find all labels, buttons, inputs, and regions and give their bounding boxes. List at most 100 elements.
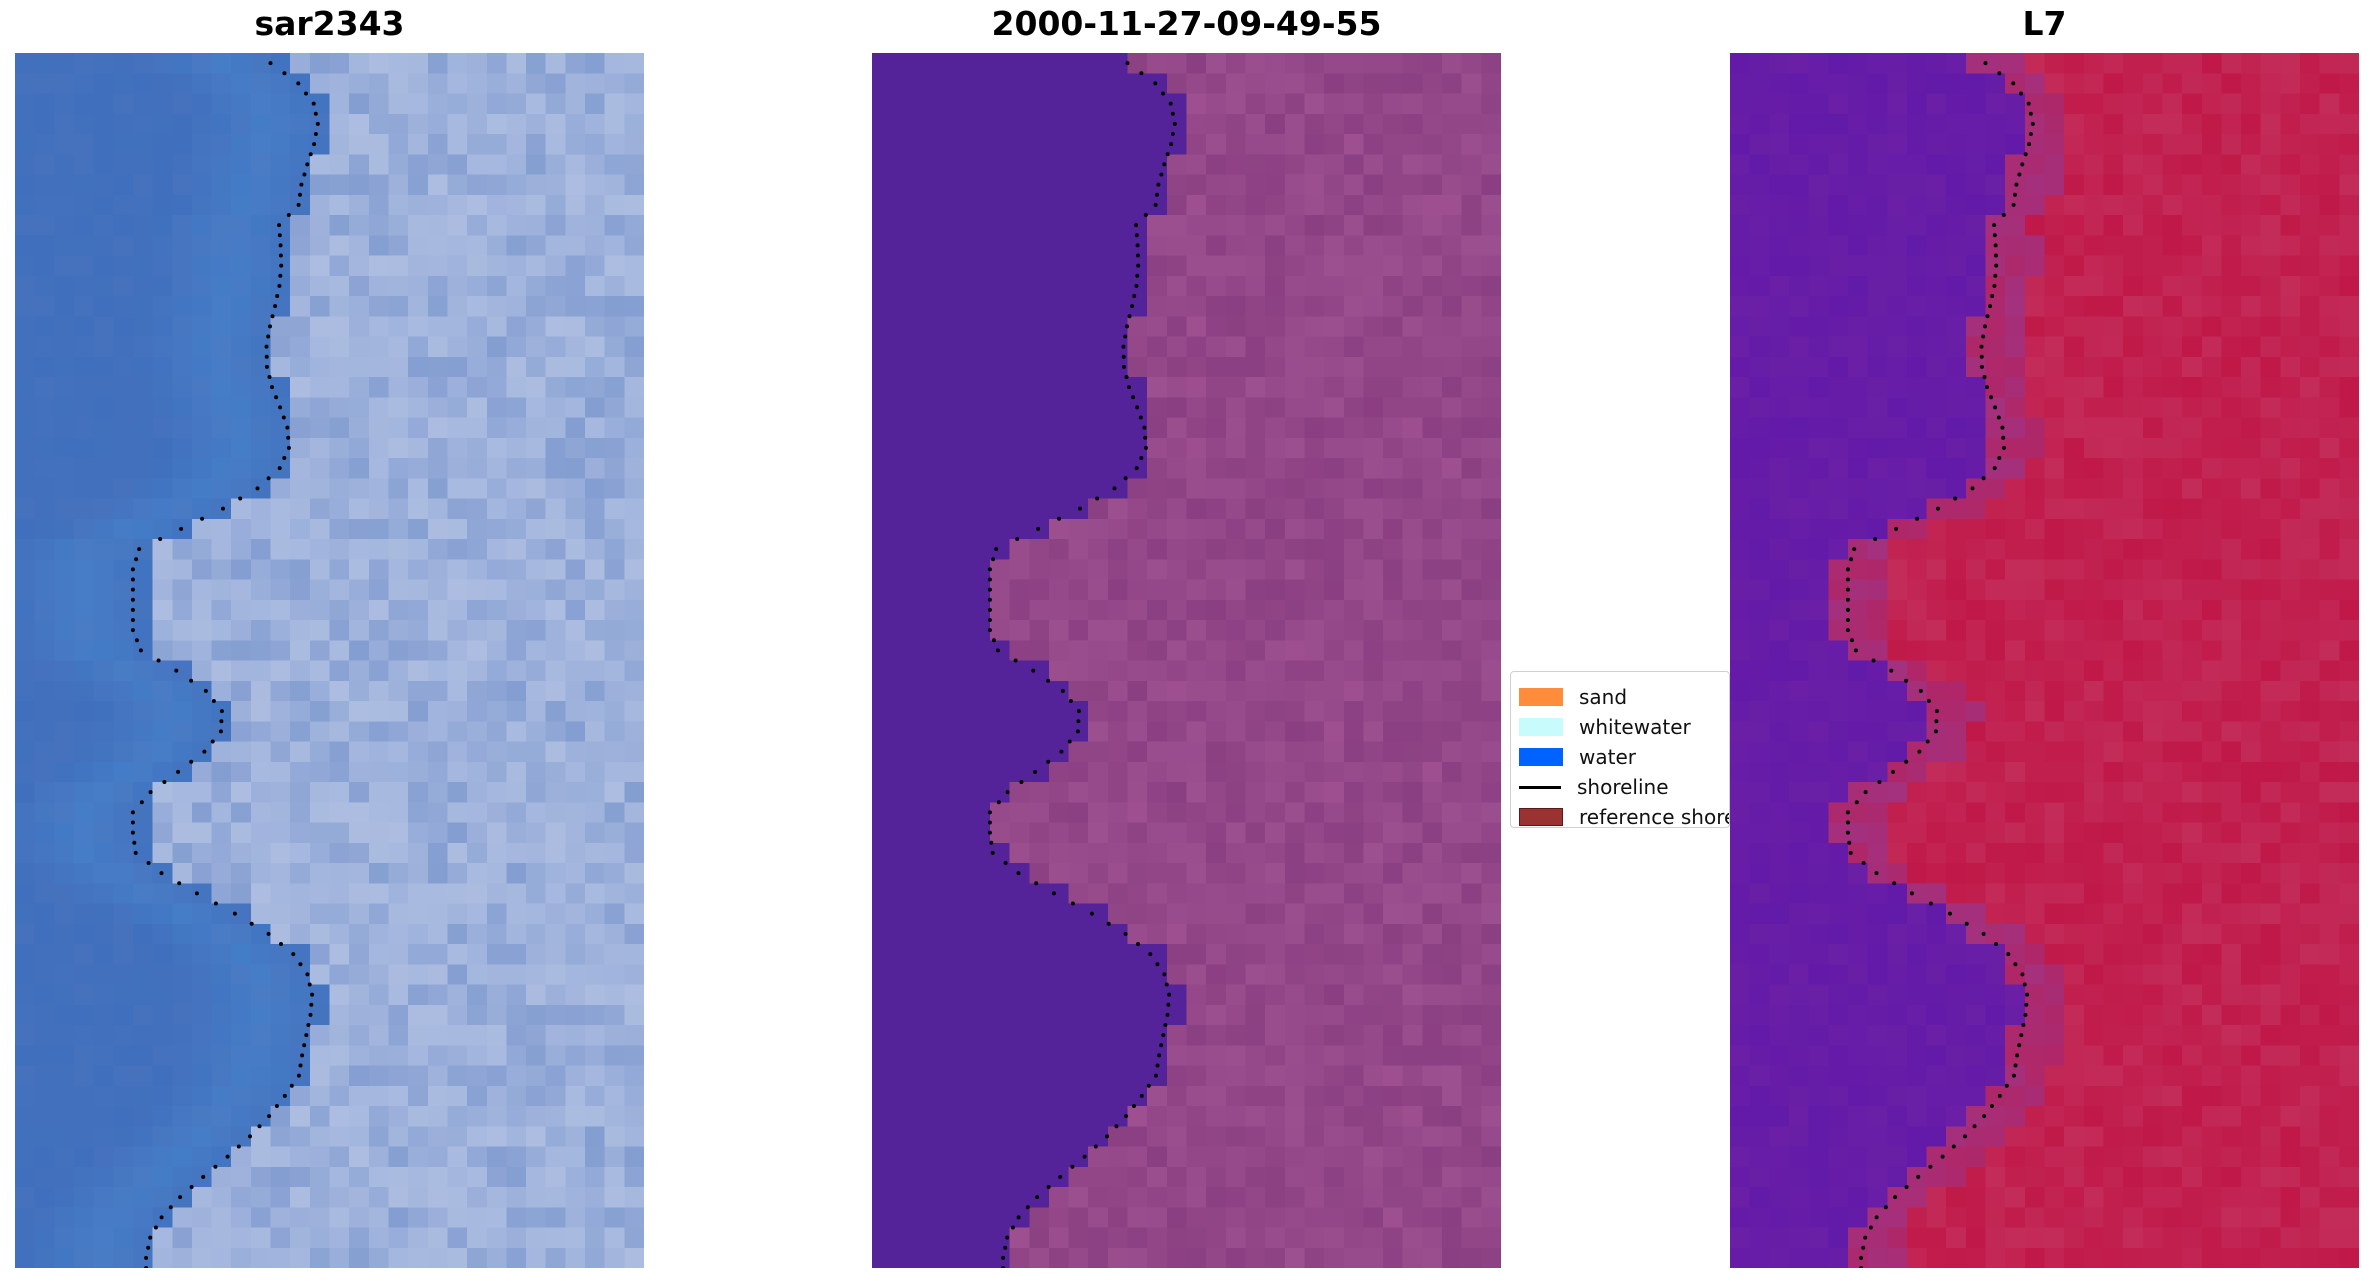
shoreline-point (268, 61, 273, 66)
shoreline-point (2027, 142, 2032, 147)
shoreline-point (1035, 1195, 1040, 1200)
shoreline-point (2017, 1043, 2022, 1048)
shoreline-point (1134, 233, 1139, 238)
shoreline-point (213, 1164, 218, 1169)
shoreline-point (130, 628, 135, 633)
shoreline-point (1134, 466, 1139, 471)
shoreline-point (1964, 921, 1969, 926)
shoreline-point (1845, 577, 1850, 582)
shoreline-point (139, 800, 144, 805)
shoreline-point (1972, 1124, 1977, 1129)
shoreline-point (267, 1114, 272, 1119)
shoreline-point (281, 415, 286, 420)
shoreline-point (1904, 759, 1909, 764)
shoreline-point (300, 1053, 305, 1058)
shoreline-point (1051, 891, 1056, 896)
shoreline-point (2023, 1012, 2028, 1017)
shoreline-point (274, 1104, 279, 1108)
shoreline-point (264, 364, 269, 369)
shoreline-point (219, 709, 224, 714)
shoreline-point (2013, 192, 2017, 197)
shoreline-point (291, 952, 296, 957)
shoreline-point (995, 648, 1000, 653)
shoreline-point (130, 577, 135, 582)
shoreline-point (1994, 263, 1999, 268)
shoreline-point (156, 658, 161, 663)
shoreline-point (2022, 982, 2027, 987)
shoreline-point (264, 354, 269, 359)
shoreline-point (277, 233, 282, 238)
shoreline-point (1874, 871, 1879, 876)
shoreline-point (299, 182, 304, 187)
legend-item-shoreline: shoreline (1519, 774, 1729, 800)
shoreline-point (1947, 911, 1952, 916)
shoreline-point (130, 618, 135, 622)
shoreline-point (1847, 840, 1852, 845)
shoreline-point (2025, 992, 2030, 997)
shoreline-point (1121, 344, 1126, 349)
shoreline-point (257, 1124, 262, 1129)
shoreline-point (305, 162, 310, 167)
shoreline-point (305, 972, 310, 977)
shoreline-point (132, 840, 137, 845)
shoreline-point (1159, 1043, 1164, 1048)
shoreline-point (2013, 962, 2018, 967)
shoreline-point (2021, 1023, 2026, 1027)
shoreline-point (1849, 557, 1854, 562)
shoreline-point (1142, 425, 1147, 430)
shoreline-point (1951, 1144, 1956, 1149)
shoreline-point (1928, 1164, 1933, 1169)
shoreline-point (1135, 405, 1140, 410)
shoreline-point (2015, 1053, 2020, 1058)
shoreline-point (232, 911, 237, 916)
shoreline-point (279, 263, 284, 268)
shoreline-point (1874, 1215, 1879, 1220)
shoreline-point (2020, 972, 2025, 977)
shoreline-point (2017, 172, 2022, 177)
shoreline-point (1156, 182, 1161, 187)
shoreline-point (225, 1154, 230, 1159)
legend-item-reference-shoreline: reference shoreline (1519, 804, 1729, 828)
shoreline-point (308, 1012, 313, 1017)
shoreline-overlay (130, 61, 320, 1268)
shoreline-point (1992, 466, 1997, 471)
water-swatch (1519, 748, 1563, 766)
shoreline-point (1992, 233, 1997, 238)
shoreline-point (210, 739, 215, 744)
shoreline-point (1130, 304, 1135, 309)
shoreline-point (311, 101, 316, 106)
shoreline-point (144, 1266, 149, 1268)
shoreline-point (1871, 658, 1876, 663)
legend-label: sand (1579, 685, 1628, 709)
shoreline-point (1167, 992, 1172, 997)
shoreline-point (1988, 304, 1993, 309)
shoreline-point (255, 486, 260, 491)
shoreline-point (1845, 820, 1850, 825)
shoreline-point (153, 1225, 158, 1230)
shoreline-point (1172, 121, 1177, 126)
shoreline-point (1068, 699, 1073, 703)
shoreline-point (1845, 810, 1850, 815)
shoreline-point (162, 780, 167, 784)
shoreline-point (1082, 1154, 1087, 1159)
shoreline-point (1123, 476, 1128, 481)
shoreline-point (200, 516, 205, 521)
shoreline-point (1001, 1255, 1006, 1260)
shoreline-point (1076, 709, 1081, 714)
shoreline-point (1143, 445, 1148, 450)
shoreline-point (248, 1134, 252, 1139)
shoreline-point (179, 526, 184, 531)
legend-label: reference shoreline (1579, 805, 1729, 828)
whitewater-swatch (1519, 718, 1563, 736)
shoreline-point (1993, 273, 1998, 278)
shoreline-point (1121, 364, 1126, 369)
shoreline-point (2006, 952, 2011, 957)
shoreline-point (1033, 769, 1038, 774)
shoreline-point (1928, 901, 1933, 906)
shoreline-point (177, 881, 182, 886)
shoreline-point (236, 1144, 241, 1149)
shoreline-point (289, 1083, 294, 1088)
shoreline-point (1046, 678, 1051, 683)
shoreline-point (991, 638, 996, 643)
shoreline-point (1153, 1073, 1158, 1078)
